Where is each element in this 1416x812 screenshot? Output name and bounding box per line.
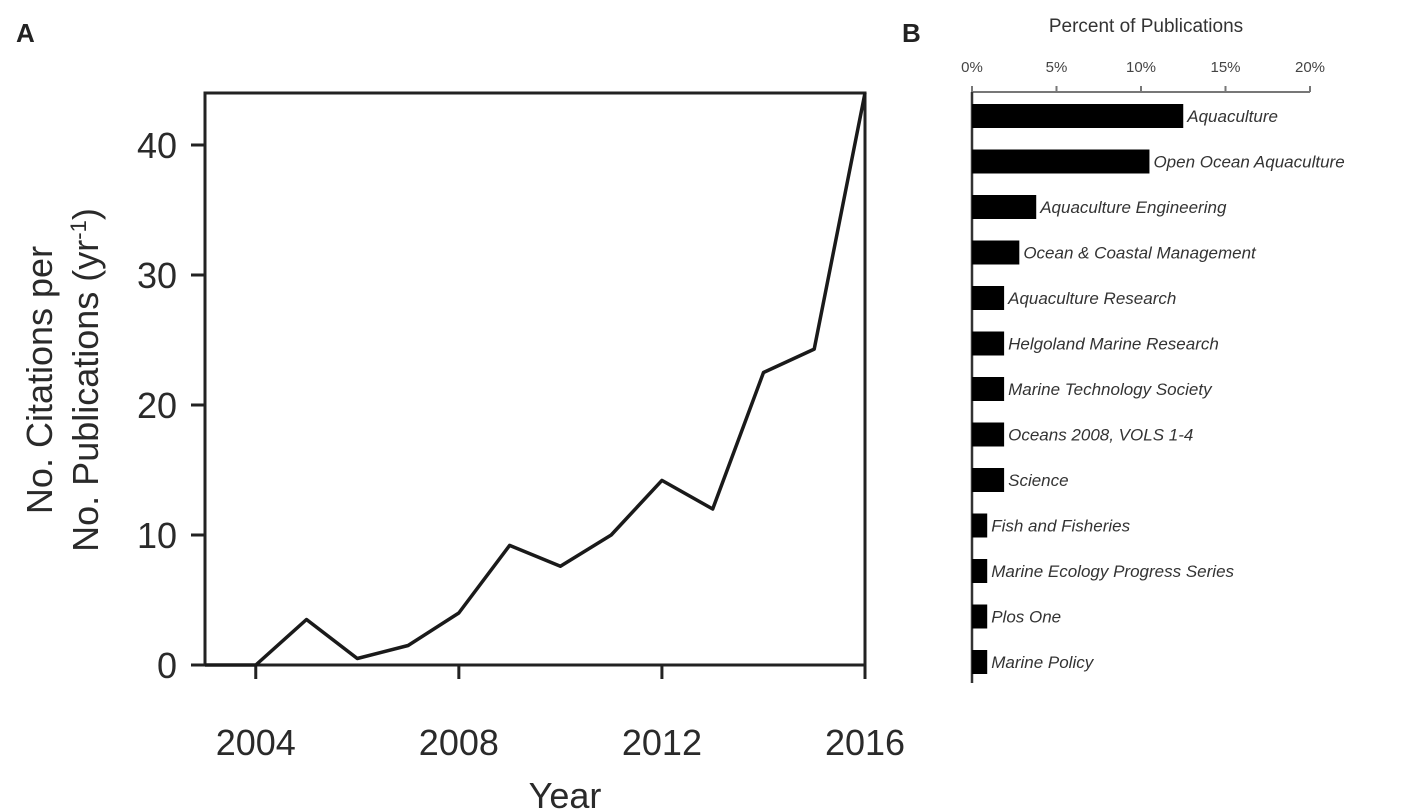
top-tick-label: 5%	[1046, 59, 1068, 76]
x-tick-label: 2012	[622, 722, 702, 763]
bars-b: Aquaculture Open Ocean Aquaculture Aquacul…	[972, 104, 1345, 674]
x-axis-title-a: Year	[529, 775, 602, 812]
top-axis-ticks-b: 0% 5% 10% 15% 20%	[961, 59, 1325, 92]
y-tick-label: 20	[137, 385, 177, 426]
bar	[972, 468, 1005, 492]
bar	[972, 650, 988, 674]
bar	[972, 377, 1005, 401]
bar-label: Aquaculture	[1186, 107, 1278, 126]
citations-points	[205, 93, 865, 665]
plot-a-frame	[203, 91, 867, 667]
y-tick-label: 0	[157, 645, 177, 686]
bar-label: Marine Technology Society	[1008, 380, 1213, 399]
y-axis-ticks-a: 0 10 20 30 40	[137, 125, 205, 686]
y-axis-title-superscript: -1	[66, 220, 91, 240]
y-axis-title-line2: No. Publications (yr-1)	[65, 208, 106, 552]
bar-label: Plos One	[991, 608, 1061, 627]
bar-label: Aquaculture Research	[1007, 289, 1176, 308]
y-axis-title-close: )	[65, 208, 106, 220]
panel-b-title: Percent of Publications	[1049, 16, 1243, 37]
bar	[972, 195, 1037, 219]
top-tick-label: 10%	[1126, 59, 1156, 76]
x-axis-ticks-a: 2004 2008 2012 2016	[216, 665, 905, 763]
bar	[972, 149, 1150, 174]
bar	[972, 286, 1005, 310]
top-tick-label: 15%	[1210, 59, 1240, 76]
x-tick-label: 2004	[216, 722, 296, 763]
bar	[972, 104, 1184, 128]
y-tick-label: 30	[137, 255, 177, 296]
top-tick-label: 20%	[1295, 59, 1325, 76]
bar-label: Open Ocean Aquaculture	[1153, 153, 1344, 172]
panel-b-bar-chart: Percent of Publications 0% 5% 10% 15% 20% Aq…	[961, 16, 1345, 683]
bar	[972, 422, 1005, 447]
bar-label: Helgoland Marine Research	[1008, 335, 1219, 354]
bar	[972, 513, 988, 538]
citations-line	[205, 92, 867, 667]
y-axis-title-line2-main: No. Publications (yr	[65, 240, 106, 552]
x-tick-label: 2016	[825, 722, 905, 763]
y-tick-label: 40	[137, 125, 177, 166]
y-axis-title-a: No. Citations per No. Publications (yr-1…	[19, 208, 106, 552]
y-tick-label: 10	[137, 515, 177, 556]
bar	[972, 559, 988, 583]
bar-label: Marine Policy	[991, 653, 1095, 672]
bar	[972, 331, 1005, 356]
bar-label: Fish and Fisheries	[991, 517, 1130, 536]
x-tick-label: 2008	[419, 722, 499, 763]
panel-a-line-chart: 0 10 20 30 40 2004 2008 2012 2016 Year No. Cita…	[19, 91, 905, 812]
bar-label: Aquaculture Engineering	[1039, 198, 1227, 217]
panel-b-label: B	[902, 18, 921, 48]
bar	[972, 240, 1020, 265]
top-tick-label: 0%	[961, 59, 983, 76]
bar-label: Science	[1008, 471, 1068, 490]
panel-a-label: A	[16, 18, 35, 48]
bar	[972, 604, 988, 629]
bar-label: Oceans 2008, VOLS 1-4	[1008, 426, 1193, 445]
bar-label: Marine Ecology Progress Series	[991, 562, 1234, 581]
y-axis-title-line1: No. Citations per	[19, 246, 60, 514]
bar-label: Ocean & Coastal Management	[1023, 244, 1257, 263]
